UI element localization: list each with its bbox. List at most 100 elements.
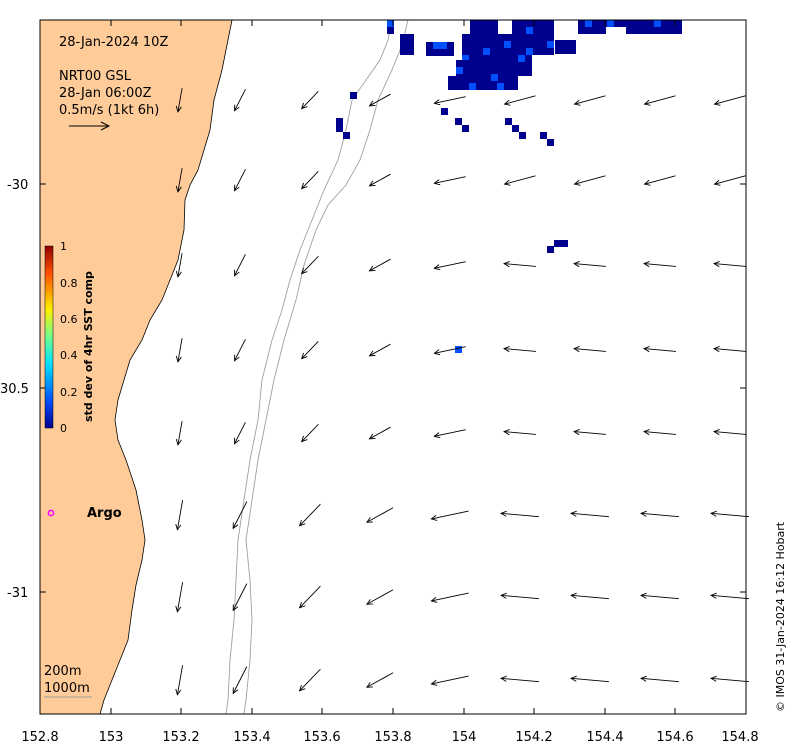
current-arrow xyxy=(570,592,609,600)
sst-cell xyxy=(511,83,518,90)
sst-cell xyxy=(490,48,497,55)
sst-cell xyxy=(547,34,554,41)
sst-cell xyxy=(504,55,511,62)
sst-cell xyxy=(476,55,483,62)
sst-cell xyxy=(592,20,599,27)
sst-cell xyxy=(350,92,357,99)
sst-cell xyxy=(484,67,491,74)
sst-cell xyxy=(400,48,407,55)
current-arrow xyxy=(175,338,183,363)
sst-cell xyxy=(526,34,533,41)
sst-cell xyxy=(540,48,547,55)
current-arrow xyxy=(368,258,391,272)
current-arrow xyxy=(298,503,321,527)
x-tick-label: 153.8 xyxy=(374,730,411,745)
current-arrow xyxy=(300,341,319,360)
current-arrow xyxy=(570,510,609,518)
sst-cell xyxy=(470,20,477,27)
current-arrow xyxy=(300,424,319,443)
sst-cell xyxy=(540,27,547,34)
sst-cell xyxy=(640,20,647,27)
sst-cell xyxy=(578,27,585,34)
sst-cell xyxy=(668,27,675,34)
current-arrow xyxy=(433,429,466,439)
sst-cell xyxy=(476,83,483,90)
sst-cell xyxy=(511,76,518,83)
sst-cell xyxy=(433,42,440,49)
sst-cell xyxy=(463,67,470,74)
sst-cell xyxy=(491,27,498,34)
current-arrow xyxy=(640,510,679,518)
colorbar-tick: 0 xyxy=(60,422,67,435)
current-arrow xyxy=(232,666,248,695)
sst-cell xyxy=(387,27,394,34)
sst-cell xyxy=(512,41,519,48)
x-tick-label: 154.8 xyxy=(721,730,758,745)
sst-cell xyxy=(626,27,633,34)
sst-cell xyxy=(497,48,504,55)
sst-cell xyxy=(640,27,647,34)
sst-cell xyxy=(477,74,484,81)
sst-cell xyxy=(614,20,621,27)
sst-cell xyxy=(484,20,491,27)
sst-cell xyxy=(561,240,568,247)
sst-cell xyxy=(661,20,668,27)
sst-cell xyxy=(633,20,640,27)
sst-cell xyxy=(599,27,606,34)
current-arrow xyxy=(234,89,246,112)
sst-cell xyxy=(484,74,491,81)
colorbar-tick: 0.4 xyxy=(60,349,78,362)
isobath-1000m xyxy=(243,19,409,715)
current-arrow xyxy=(430,592,469,603)
current-arrow xyxy=(300,256,319,275)
current-arrow xyxy=(368,93,391,107)
sst-cell xyxy=(621,20,628,27)
sst-cell xyxy=(526,27,533,34)
current-arrow xyxy=(368,173,391,187)
current-arrow xyxy=(503,175,536,186)
sst-cell xyxy=(569,40,576,47)
current-arrow xyxy=(365,589,394,605)
sst-cell xyxy=(469,48,476,55)
sst-cell xyxy=(585,20,592,27)
current-arrow xyxy=(643,175,676,186)
legend-1000m: 1000m xyxy=(44,681,90,696)
current-arrow xyxy=(503,261,536,268)
current-arrow xyxy=(300,171,319,190)
sst-cell xyxy=(448,83,455,90)
sst-cell xyxy=(511,69,518,76)
sst-cell xyxy=(633,27,640,34)
sst-cell xyxy=(491,60,498,67)
sst-cell xyxy=(555,40,562,47)
sst-cell xyxy=(440,42,447,49)
sst-cell xyxy=(533,27,540,34)
sst-cell xyxy=(448,76,455,83)
sst-cell xyxy=(526,41,533,48)
sst-cell xyxy=(547,246,554,253)
sst-cell xyxy=(400,41,407,48)
scale-label: 0.5m/s (1kt 6h) xyxy=(59,103,159,118)
current-arrow xyxy=(643,429,676,436)
current-arrow xyxy=(365,507,394,523)
current-arrow xyxy=(713,346,746,353)
sst-cell xyxy=(540,34,547,41)
sst-cell xyxy=(497,76,504,83)
sst-cell xyxy=(462,48,469,55)
current-arrow xyxy=(365,672,394,688)
sst-cell xyxy=(440,49,447,56)
sst-cell xyxy=(504,34,511,41)
x-tick-label: 152.8 xyxy=(21,730,58,745)
sst-cell xyxy=(462,41,469,48)
sst-cell xyxy=(518,62,525,69)
current-arrow xyxy=(433,96,466,106)
sst-cell xyxy=(547,20,554,27)
current-arrow xyxy=(234,169,246,192)
sst-cell xyxy=(519,48,526,55)
current-arrow xyxy=(573,346,606,353)
sst-cell xyxy=(477,60,484,67)
sst-cell xyxy=(525,69,532,76)
sst-cell xyxy=(547,139,554,146)
argo-label: Argo xyxy=(87,506,122,521)
sst-cell xyxy=(447,49,454,56)
current-arrow xyxy=(713,175,746,186)
